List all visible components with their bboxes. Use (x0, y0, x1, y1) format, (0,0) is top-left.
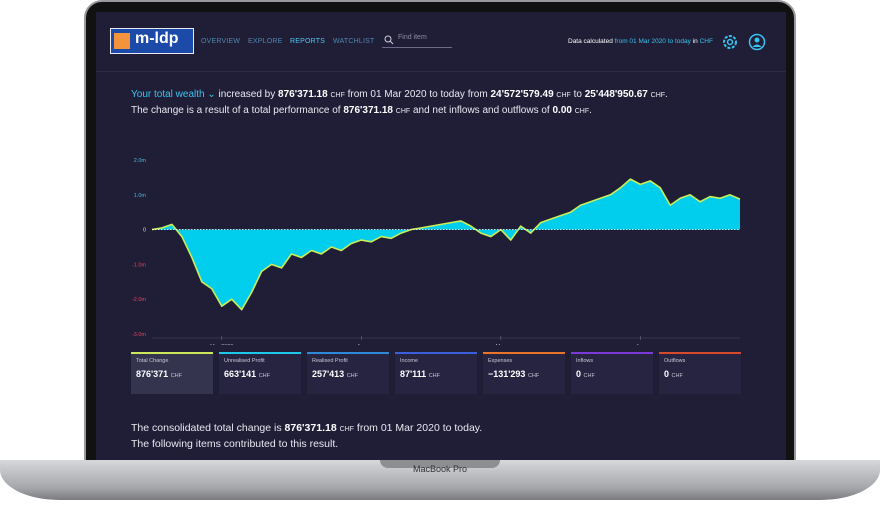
device-label: MacBook Pro (412, 464, 468, 474)
currency: CHF (650, 92, 666, 99)
text: . (665, 89, 668, 100)
card-value: −131'293 (488, 369, 526, 379)
card-label: Expenses (488, 358, 513, 364)
amount: 876'371.18 (278, 89, 328, 100)
card-unit: CHF (583, 373, 595, 379)
search-placeholder: Find item (398, 34, 427, 41)
text: . (589, 105, 592, 116)
search[interactable]: Find item (382, 34, 452, 48)
header (96, 12, 786, 72)
summary-card[interactable]: Income 87'111 CHF (395, 352, 477, 394)
card-unit: CHF (428, 373, 441, 379)
y-tick-label: -2.0m (132, 297, 146, 303)
settings-icon[interactable] (721, 33, 739, 51)
summary-line: The change is a result of a total perfor… (131, 105, 592, 116)
card-value-row: −131'293 CHF (488, 369, 560, 379)
card-value: 663'141 (224, 369, 257, 379)
text: increased by (218, 89, 276, 100)
text: from 01 Mar 2020 to today. (356, 422, 483, 434)
calc-currency[interactable]: CHF (699, 38, 713, 45)
card-value: 87'111 (400, 369, 427, 379)
logo-square (114, 33, 130, 49)
currency: CHF (574, 108, 590, 115)
card-value-row: 87'111 CHF (400, 369, 472, 379)
amount: 876'371.18 (284, 422, 337, 434)
currency: CHF (556, 92, 571, 99)
card-value: 0 (664, 369, 670, 379)
area-fill (152, 179, 740, 310)
card-label: Realised Profit (312, 358, 348, 364)
total-line (151, 178, 741, 311)
summary-card[interactable]: Unrealised Profit 663'141 CHF (219, 352, 301, 394)
card-unit: CHF (258, 373, 271, 379)
text: The consolidated total change is (131, 422, 282, 434)
cards: Total Change 876'371 CHF Unrealised Profit… (131, 352, 741, 394)
currency: CHF (395, 108, 411, 115)
card-label: Total Change (136, 358, 169, 364)
text: from 01 Mar 2020 to today from (347, 89, 488, 100)
card-label: Unrealised Profit (224, 358, 265, 364)
summary-card[interactable]: Total Change 876'371 CHF (131, 352, 213, 394)
nav-link[interactable]: EXPLORE (248, 38, 283, 45)
x-tick-label: Jun (636, 344, 645, 345)
card-value-row: 0 CHF (664, 369, 736, 379)
y-tick-label: 1.0m (134, 193, 147, 199)
card-unit: CHF (527, 373, 540, 379)
card-value: 0 (576, 369, 582, 379)
text: to (573, 89, 582, 100)
data-calculated: Data calculated from 01 Mar 2020 to toda… (568, 38, 713, 45)
card-value-row: 663'141 CHF (224, 369, 296, 379)
card-label: Inflows (576, 358, 594, 364)
nav-link[interactable]: REPORTS (290, 38, 326, 45)
card-label: Outflows (664, 358, 686, 364)
x-tick-label: Apr (357, 344, 366, 345)
chart: 2.0m 1.0m 0 -1.0m -2.0m -3.0m Mar 2020 Apr May Ju… (132, 158, 741, 345)
text: and net inflows and outflows of (412, 105, 550, 116)
nav-link[interactable]: OVERVIEW (201, 38, 241, 45)
card-unit: CHF (346, 373, 359, 379)
summary-card[interactable]: Expenses −131'293 CHF (483, 352, 565, 394)
card-value: 876'371 (136, 369, 169, 379)
card-label: Income (400, 358, 419, 364)
currency: CHF (339, 426, 354, 433)
y-tick-label: 0 (143, 228, 146, 234)
calc-label: Data calculated (568, 38, 613, 45)
card-value-row: 876'371 CHF (136, 369, 208, 379)
card-value-row: 257'413 CHF (312, 369, 384, 379)
amount: 0.00 (552, 105, 572, 116)
summary-card[interactable]: Realised Profit 257'413 CHF (307, 352, 389, 394)
currency: CHF (330, 92, 345, 99)
dropdown-caret: ⌄ (204, 89, 216, 100)
x-tick-label: May (496, 344, 507, 345)
x-tick-label: Mar 2020 (210, 344, 233, 345)
amount: 24'572'579.49 (490, 89, 554, 100)
laptop-notch (380, 460, 500, 468)
calc-range[interactable]: from 01 Mar 2020 to today (614, 38, 691, 45)
user-icon[interactable] (748, 33, 766, 51)
card-value: 257'413 (312, 369, 345, 379)
footer-line: The consolidated total change is 876'371… (131, 422, 482, 434)
y-tick-label: -1.0m (132, 262, 146, 268)
y-tick-label: 2.0m (134, 158, 147, 164)
summary-card[interactable]: Inflows 0 CHF (571, 352, 653, 394)
nav-link[interactable]: WATCHLIST (333, 38, 375, 45)
summary-card[interactable]: Outflows 0 CHF (659, 352, 741, 394)
card-value-row: 0 CHF (576, 369, 648, 379)
screen: m-ldp OVERVIEW EXPLORE REPORTS WATCHLIST… (96, 12, 786, 460)
logo-text: m-ldp (135, 30, 179, 47)
footer-line: The following items contributed to this … (131, 438, 339, 450)
card-unit: CHF (671, 373, 683, 379)
search-icon (384, 35, 394, 45)
wealth-link[interactable]: Your total wealth (131, 89, 205, 100)
text: The change is a result of a total perfor… (131, 105, 341, 116)
y-tick-label: -3.0m (132, 332, 146, 338)
summary-line: Your total wealth ⌄ increased by 876'371… (131, 89, 668, 100)
amount: 876'371.18 (343, 105, 393, 116)
amount: 25'448'950.67 (584, 89, 648, 100)
card-unit: CHF (170, 373, 183, 379)
calc-in: in (692, 38, 698, 45)
logo[interactable]: m-ldp (110, 28, 194, 54)
